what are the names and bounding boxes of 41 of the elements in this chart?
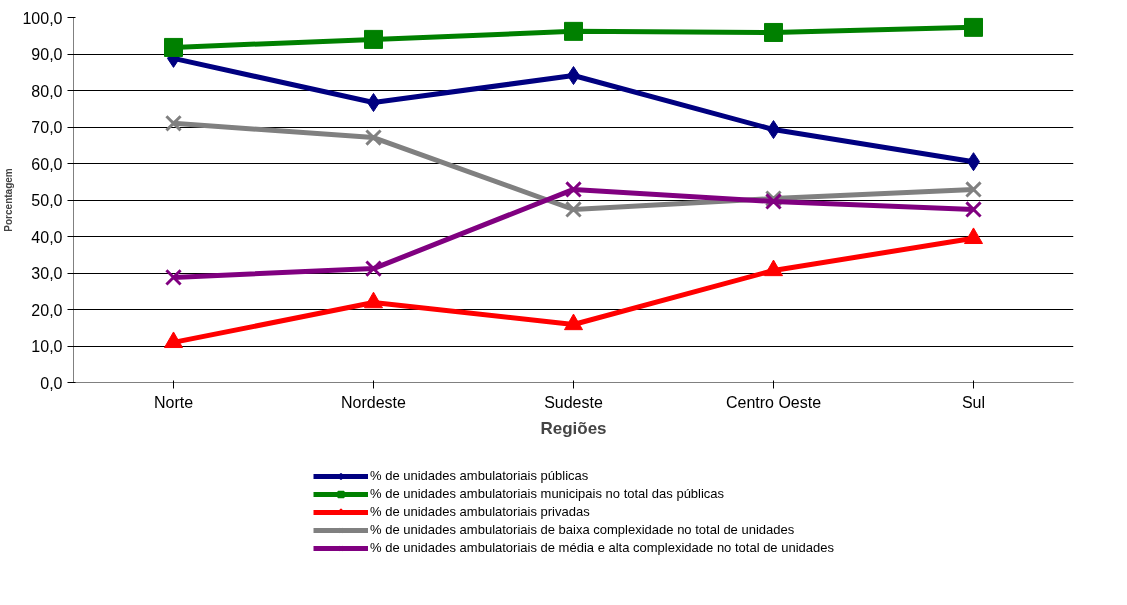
point <box>764 259 783 277</box>
x-tick-label: Sudeste <box>544 393 603 411</box>
point <box>564 313 583 331</box>
x-tick-label: Norte <box>153 393 194 411</box>
point <box>164 268 183 286</box>
point <box>764 22 783 42</box>
legend-label: % de unidades ambulatoriais públicas <box>370 468 589 483</box>
point <box>364 291 383 309</box>
point <box>164 37 183 57</box>
point <box>964 17 983 37</box>
y-axis-title: Porcentagem <box>3 168 15 232</box>
point <box>564 200 583 219</box>
y-tick-label: 30,0 <box>31 265 63 282</box>
legend-label: % de unidades ambulatoriais de baixa complexidade no total de unidades <box>370 522 795 537</box>
y-tick-label: 60,0 <box>31 155 63 173</box>
point <box>564 180 583 198</box>
y-tick-label: 0,0 <box>40 374 63 392</box>
y-tick-label: 50,0 <box>31 192 63 209</box>
point <box>964 200 983 219</box>
point <box>164 114 183 132</box>
y-tick-label: 10,0 <box>31 338 63 355</box>
y-tick-label: 80,0 <box>31 82 63 100</box>
x-axis-title: Regiões <box>540 418 607 438</box>
point <box>364 29 383 49</box>
x-tick-label: Sul <box>961 393 986 411</box>
point <box>964 180 983 198</box>
point <box>164 331 183 349</box>
y-tick-label: 40,0 <box>31 228 63 246</box>
point <box>564 21 583 41</box>
y-tick-label: 70,0 <box>31 119 63 136</box>
point <box>364 260 383 278</box>
x-tick-label: Nordeste <box>341 393 407 411</box>
y-tick-label: 90,0 <box>31 46 63 63</box>
legend-label: % de unidades ambulatoriais de média e alta complexidade no total de unidades <box>370 540 834 555</box>
point <box>364 129 383 147</box>
y-tick-label: 100,0 <box>22 9 63 27</box>
legend-label: % de unidades ambulatoriais municipais no total das públicas <box>370 486 725 501</box>
x-tick-label: Centro Oeste <box>725 393 822 411</box>
point <box>964 227 983 245</box>
y-tick-label: 20,0 <box>31 301 63 319</box>
legend-label: % de unidades ambulatoriais privadas <box>370 504 590 519</box>
